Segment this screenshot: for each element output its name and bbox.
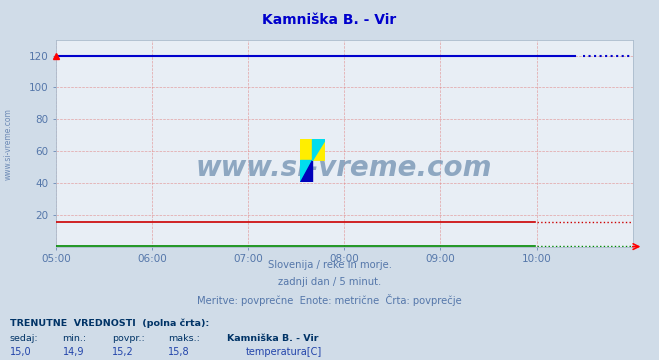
Polygon shape — [300, 160, 312, 182]
Text: Slovenija / reke in morje.: Slovenija / reke in morje. — [268, 260, 391, 270]
Text: TRENUTNE  VREDNOSTI  (polna črta):: TRENUTNE VREDNOSTI (polna črta): — [10, 319, 209, 328]
Text: Meritve: povprečne  Enote: metrične  Črta: povprečje: Meritve: povprečne Enote: metrične Črta:… — [197, 294, 462, 306]
Text: temperatura[C]: temperatura[C] — [246, 347, 322, 357]
Text: sedaj:: sedaj: — [10, 334, 38, 343]
Text: www.si-vreme.com: www.si-vreme.com — [3, 108, 13, 180]
Text: 15,0: 15,0 — [10, 347, 32, 357]
Text: 15,2: 15,2 — [112, 347, 134, 357]
Text: min.:: min.: — [63, 334, 87, 343]
Text: zadnji dan / 5 minut.: zadnji dan / 5 minut. — [278, 277, 381, 287]
Polygon shape — [312, 139, 325, 160]
Text: 15,8: 15,8 — [168, 347, 190, 357]
Text: povpr.:: povpr.: — [112, 334, 145, 343]
Text: Kamniška B. - Vir: Kamniška B. - Vir — [262, 13, 397, 27]
Text: Kamniška B. - Vir: Kamniška B. - Vir — [227, 334, 319, 343]
Text: www.si-vreme.com: www.si-vreme.com — [196, 154, 492, 182]
Text: maks.:: maks.: — [168, 334, 200, 343]
Bar — [300, 139, 312, 160]
Polygon shape — [312, 139, 325, 160]
Text: 14,9: 14,9 — [63, 347, 84, 357]
Polygon shape — [300, 160, 312, 182]
